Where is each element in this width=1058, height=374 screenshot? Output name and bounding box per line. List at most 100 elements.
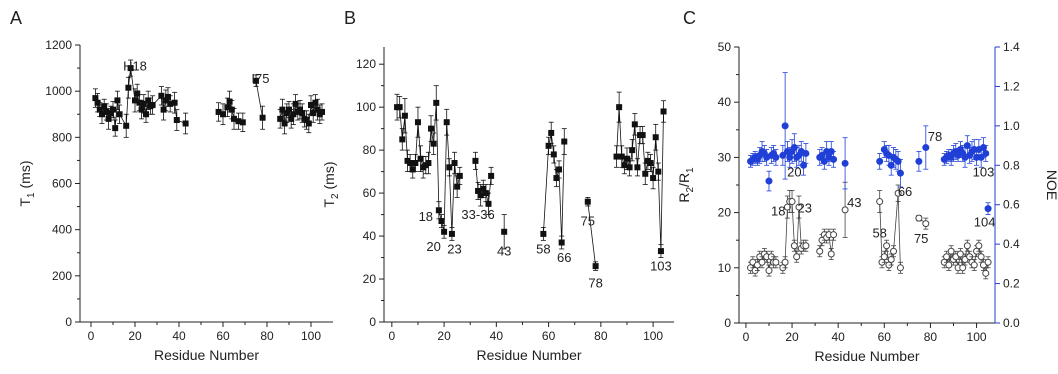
data-point (618, 153, 625, 160)
data-point (425, 160, 432, 167)
annotation-label: 58 (872, 225, 886, 240)
y-tick-label: 0 (65, 315, 72, 329)
data-point (312, 99, 319, 106)
data-point (110, 106, 116, 113)
data-point (802, 242, 810, 250)
x-tick-label: 20 (437, 329, 451, 343)
data-point (173, 117, 180, 124)
data-point (136, 99, 143, 106)
data-point (165, 93, 171, 100)
annotation-label: I75 (251, 71, 269, 86)
data-point (558, 239, 565, 246)
panel-c: C 0 20 40 60 80 100 0 10 20 30 40 50 0.0 0.2 0.4 0.6 0.8 1… (676, 8, 1058, 364)
annotation-label: 23 (797, 201, 811, 216)
data-point (167, 100, 174, 107)
data-point (779, 151, 787, 159)
data-point (160, 106, 167, 113)
y-right-axis-label: NOE (1044, 170, 1058, 200)
x-tick-label: 0 (743, 330, 750, 344)
y-right-tick-label: 0.4 (1003, 237, 1020, 251)
data-point (876, 198, 884, 206)
annotation-label: 23 (447, 241, 461, 256)
y-axis-label-part: /R (676, 173, 692, 187)
data-point (887, 256, 895, 264)
y-right-tick-label: 0.8 (1003, 158, 1020, 172)
y-tick-label: 600 (52, 177, 72, 191)
data-point (786, 153, 794, 161)
y-tick-label: 0 (369, 315, 376, 329)
data-point (112, 125, 119, 132)
data-point (616, 104, 623, 111)
y-tick-label: 100 (356, 100, 376, 114)
y-tick-label: 0 (724, 316, 731, 330)
series-1 (747, 72, 992, 215)
y-axis-label-part: R (676, 193, 692, 203)
data-point (224, 104, 231, 111)
data-point (984, 258, 992, 266)
series-0 (92, 59, 325, 138)
data-point (652, 134, 659, 141)
data-point (765, 177, 773, 185)
data-point (99, 111, 105, 118)
data-point (790, 242, 798, 250)
data-point (584, 198, 591, 205)
data-point (399, 136, 406, 143)
data-point (922, 144, 930, 152)
panel-b: B 0 20 40 60 80 100 0 20 40 60 80 100 120 Residue Numb… (321, 8, 674, 363)
annotation-label: 66 (557, 250, 571, 265)
data-point (561, 138, 568, 145)
data-point (657, 248, 664, 255)
data-point (765, 267, 773, 275)
data-point (781, 122, 789, 130)
data-point (485, 200, 492, 207)
annotation-label: 104 (974, 214, 996, 229)
data-point (876, 157, 884, 165)
data-point (788, 198, 796, 206)
data-point (795, 203, 803, 211)
annotation-label: 20 (787, 165, 801, 180)
panel-a: A0 20 40 60 80 100020040060080010001200Residu… (10, 8, 333, 363)
data-point (827, 250, 835, 258)
data-point (553, 175, 560, 182)
data-point (92, 95, 99, 102)
data-point (548, 129, 555, 136)
data-point (540, 230, 547, 237)
data-point (451, 160, 458, 167)
data-point (802, 149, 810, 157)
data-point (975, 242, 983, 250)
x-tick-label: 40 (831, 330, 845, 344)
data-point (226, 98, 233, 105)
data-point (158, 92, 165, 99)
data-point (277, 115, 284, 122)
x-tick-label: 0 (88, 329, 95, 343)
x-tick-label: 60 (216, 329, 230, 343)
panel-label: A (10, 8, 22, 28)
annotation-label: 20 (426, 239, 440, 254)
data-point (414, 119, 421, 126)
data-point (182, 120, 189, 127)
data-point (101, 103, 108, 110)
y-tick-label: 40 (363, 229, 377, 243)
data-point (305, 120, 312, 127)
data-point (303, 117, 310, 124)
data-point (642, 170, 649, 177)
data-point (116, 111, 123, 118)
data-point (647, 160, 654, 167)
data-point (639, 132, 646, 139)
data-point (947, 247, 955, 255)
data-point (299, 110, 306, 117)
data-point (629, 147, 636, 154)
y-tick-label: 80 (363, 143, 377, 157)
x-tick-label: 40 (490, 329, 504, 343)
data-point (103, 108, 110, 115)
panel-label: B (344, 8, 356, 28)
y-axis-label-sub: 1 (685, 167, 696, 173)
annotation-label: 78 (928, 129, 942, 144)
y-axis-label-sub: 2 (685, 187, 696, 193)
data-point (149, 102, 156, 109)
x-axis-label: Residue Number (154, 347, 259, 363)
data-point (896, 169, 904, 177)
data-point (123, 122, 130, 129)
data-point (448, 230, 455, 237)
data-point (956, 250, 964, 258)
